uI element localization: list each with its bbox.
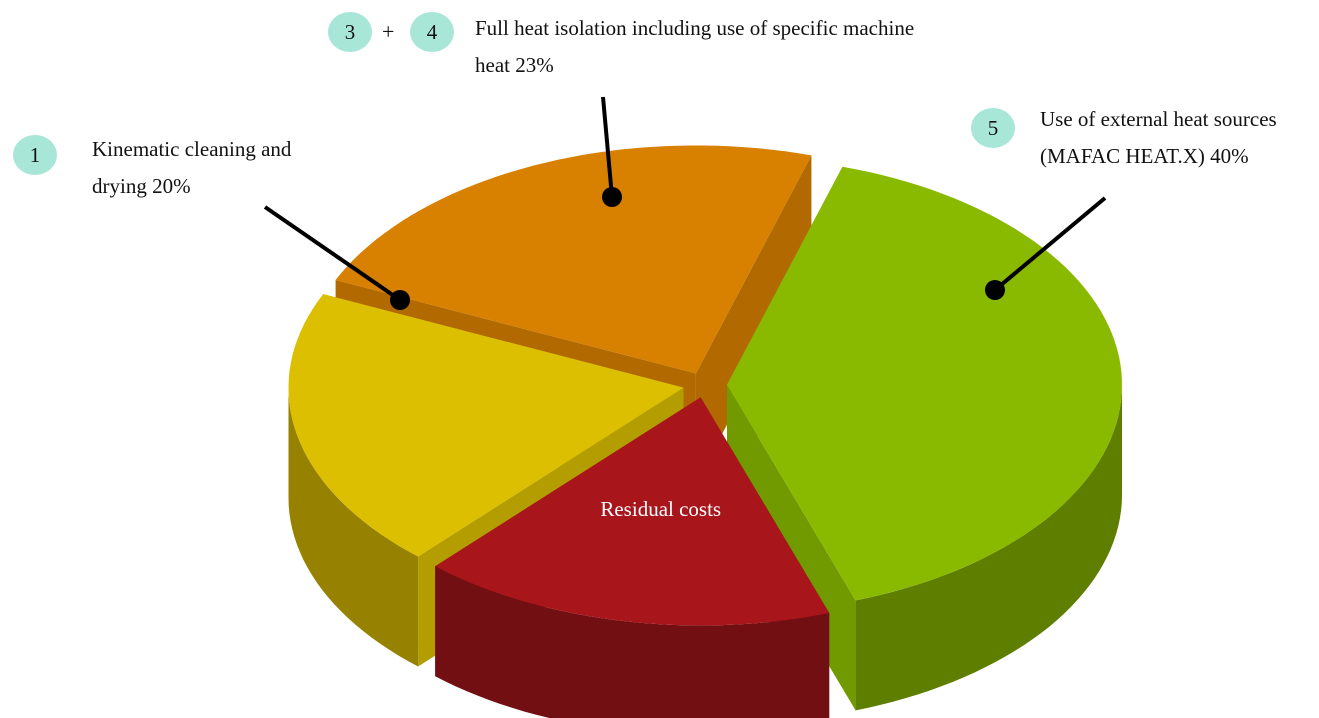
value-label: 40% xyxy=(1210,144,1249,168)
value-label: 23% xyxy=(515,53,554,77)
slice-top xyxy=(335,145,812,374)
slice-outer-side xyxy=(288,387,419,667)
badge-joiner: + xyxy=(382,19,395,44)
badge: 5 xyxy=(971,108,1015,148)
slice-label: Use of external heat sources (MAFAC HEAT… xyxy=(1040,101,1300,175)
leader-line xyxy=(993,196,1107,292)
category-name: Kinematic cleaning and drying xyxy=(92,137,292,198)
value-label: 20% xyxy=(152,174,191,198)
slice xyxy=(435,397,830,718)
slice-label: Full heat isolation including use of spe… xyxy=(475,10,915,84)
leader-dot xyxy=(985,280,1005,300)
badge: 3 xyxy=(328,12,372,52)
category-name: Use of external heat sources (MAFAC HEAT… xyxy=(1040,107,1277,168)
leader-line xyxy=(601,96,614,198)
slice-top xyxy=(435,397,830,626)
slice-outer-side xyxy=(435,566,830,718)
leader-dot xyxy=(602,187,622,207)
leader-line xyxy=(263,205,402,302)
slice-outer-side xyxy=(855,384,1122,711)
slice-top xyxy=(288,294,684,557)
slice-label: Residual costs xyxy=(600,496,722,521)
category-name: Full heat isolation including use of spe… xyxy=(475,16,915,77)
badge: 4 xyxy=(410,12,454,52)
slice-label: Kinematic cleaning and drying 20% xyxy=(92,131,342,205)
leader-dot xyxy=(390,290,410,310)
badge: 1 xyxy=(13,135,57,175)
slice-top xyxy=(727,166,1122,601)
slice-cut-side xyxy=(695,155,812,484)
